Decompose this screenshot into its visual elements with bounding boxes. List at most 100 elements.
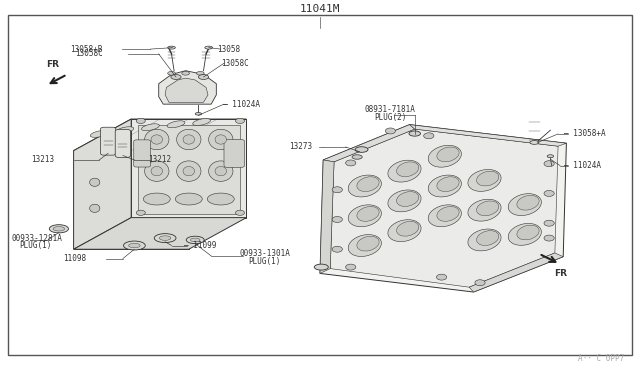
Text: PLUG(2): PLUG(2) <box>374 113 407 122</box>
Ellipse shape <box>177 129 201 150</box>
Ellipse shape <box>136 118 145 124</box>
Text: 00933-1301A: 00933-1301A <box>240 249 291 258</box>
FancyBboxPatch shape <box>224 140 244 167</box>
Polygon shape <box>323 125 415 162</box>
FancyBboxPatch shape <box>134 140 150 167</box>
Ellipse shape <box>544 161 554 167</box>
Ellipse shape <box>477 231 499 246</box>
Ellipse shape <box>428 175 461 197</box>
Ellipse shape <box>159 236 171 240</box>
Text: 13058C: 13058C <box>76 49 103 58</box>
Ellipse shape <box>151 135 163 144</box>
Ellipse shape <box>195 112 202 115</box>
Ellipse shape <box>357 206 379 221</box>
Ellipse shape <box>517 195 539 210</box>
Ellipse shape <box>357 177 379 192</box>
Ellipse shape <box>151 166 163 176</box>
Ellipse shape <box>352 155 362 159</box>
Ellipse shape <box>215 166 227 176</box>
Ellipse shape <box>424 133 434 139</box>
Text: — 11024A: — 11024A <box>223 100 260 109</box>
Ellipse shape <box>314 264 328 270</box>
Ellipse shape <box>90 178 100 186</box>
Ellipse shape <box>196 71 204 75</box>
Ellipse shape <box>183 166 195 176</box>
Ellipse shape <box>182 71 189 75</box>
Ellipse shape <box>437 147 459 162</box>
Polygon shape <box>74 119 131 249</box>
Polygon shape <box>74 218 246 249</box>
Text: 00933-1281A: 00933-1281A <box>12 234 62 243</box>
Ellipse shape <box>168 46 175 49</box>
Ellipse shape <box>183 135 195 144</box>
Polygon shape <box>165 78 208 102</box>
Polygon shape <box>159 71 216 104</box>
Ellipse shape <box>348 205 381 227</box>
Ellipse shape <box>141 124 159 131</box>
Ellipse shape <box>508 194 541 215</box>
FancyBboxPatch shape <box>100 127 116 155</box>
Ellipse shape <box>547 155 554 158</box>
Ellipse shape <box>436 274 447 280</box>
Ellipse shape <box>332 246 342 252</box>
Ellipse shape <box>167 121 185 128</box>
Ellipse shape <box>357 236 379 251</box>
Ellipse shape <box>437 206 459 221</box>
Ellipse shape <box>143 193 170 205</box>
Ellipse shape <box>171 74 181 80</box>
Polygon shape <box>74 151 189 249</box>
Ellipse shape <box>348 175 381 197</box>
Ellipse shape <box>116 127 134 134</box>
Text: 11098: 11098 <box>63 254 86 263</box>
Ellipse shape <box>236 210 244 215</box>
Ellipse shape <box>177 161 201 182</box>
Ellipse shape <box>154 234 176 243</box>
Text: PLUG(1): PLUG(1) <box>19 241 52 250</box>
Ellipse shape <box>508 224 541 245</box>
Ellipse shape <box>409 131 420 136</box>
Text: 13058+B: 13058+B <box>70 45 103 54</box>
Text: 11041M: 11041M <box>300 4 340 14</box>
Ellipse shape <box>205 46 212 49</box>
Ellipse shape <box>145 129 169 150</box>
Ellipse shape <box>191 238 200 242</box>
Ellipse shape <box>124 241 145 250</box>
Ellipse shape <box>468 229 501 251</box>
Ellipse shape <box>388 220 421 241</box>
Ellipse shape <box>437 177 459 192</box>
Ellipse shape <box>186 236 204 244</box>
Text: A·· C 0PP7: A·· C 0PP7 <box>578 354 624 363</box>
Ellipse shape <box>477 201 499 216</box>
Text: FR: FR <box>554 269 567 278</box>
Ellipse shape <box>129 243 140 248</box>
Ellipse shape <box>385 128 396 134</box>
Text: 13213: 13213 <box>31 155 54 164</box>
Ellipse shape <box>168 71 175 75</box>
Ellipse shape <box>397 192 419 206</box>
Ellipse shape <box>346 264 356 270</box>
Text: 08931-7181A: 08931-7181A <box>365 105 415 114</box>
Text: 13058C: 13058C <box>221 59 248 68</box>
Ellipse shape <box>544 235 554 241</box>
Ellipse shape <box>468 170 501 191</box>
Text: PLUG(1): PLUG(1) <box>248 257 281 266</box>
Text: 13058: 13058 <box>218 45 241 54</box>
Polygon shape <box>330 129 558 287</box>
Polygon shape <box>74 119 246 151</box>
Text: FR: FR <box>46 60 59 69</box>
Text: — 11099: — 11099 <box>184 241 217 250</box>
Ellipse shape <box>209 161 233 182</box>
Text: — 13058+A: — 13058+A <box>564 129 606 138</box>
Ellipse shape <box>207 193 234 205</box>
Ellipse shape <box>397 162 419 177</box>
Text: — 11024A: — 11024A <box>564 161 602 170</box>
Bar <box>138 125 240 214</box>
Ellipse shape <box>475 280 485 286</box>
Ellipse shape <box>215 135 227 144</box>
Ellipse shape <box>428 145 461 167</box>
Ellipse shape <box>90 204 100 212</box>
Text: 13212: 13212 <box>148 155 172 164</box>
Ellipse shape <box>209 129 233 150</box>
Ellipse shape <box>236 118 244 124</box>
FancyBboxPatch shape <box>115 129 131 157</box>
